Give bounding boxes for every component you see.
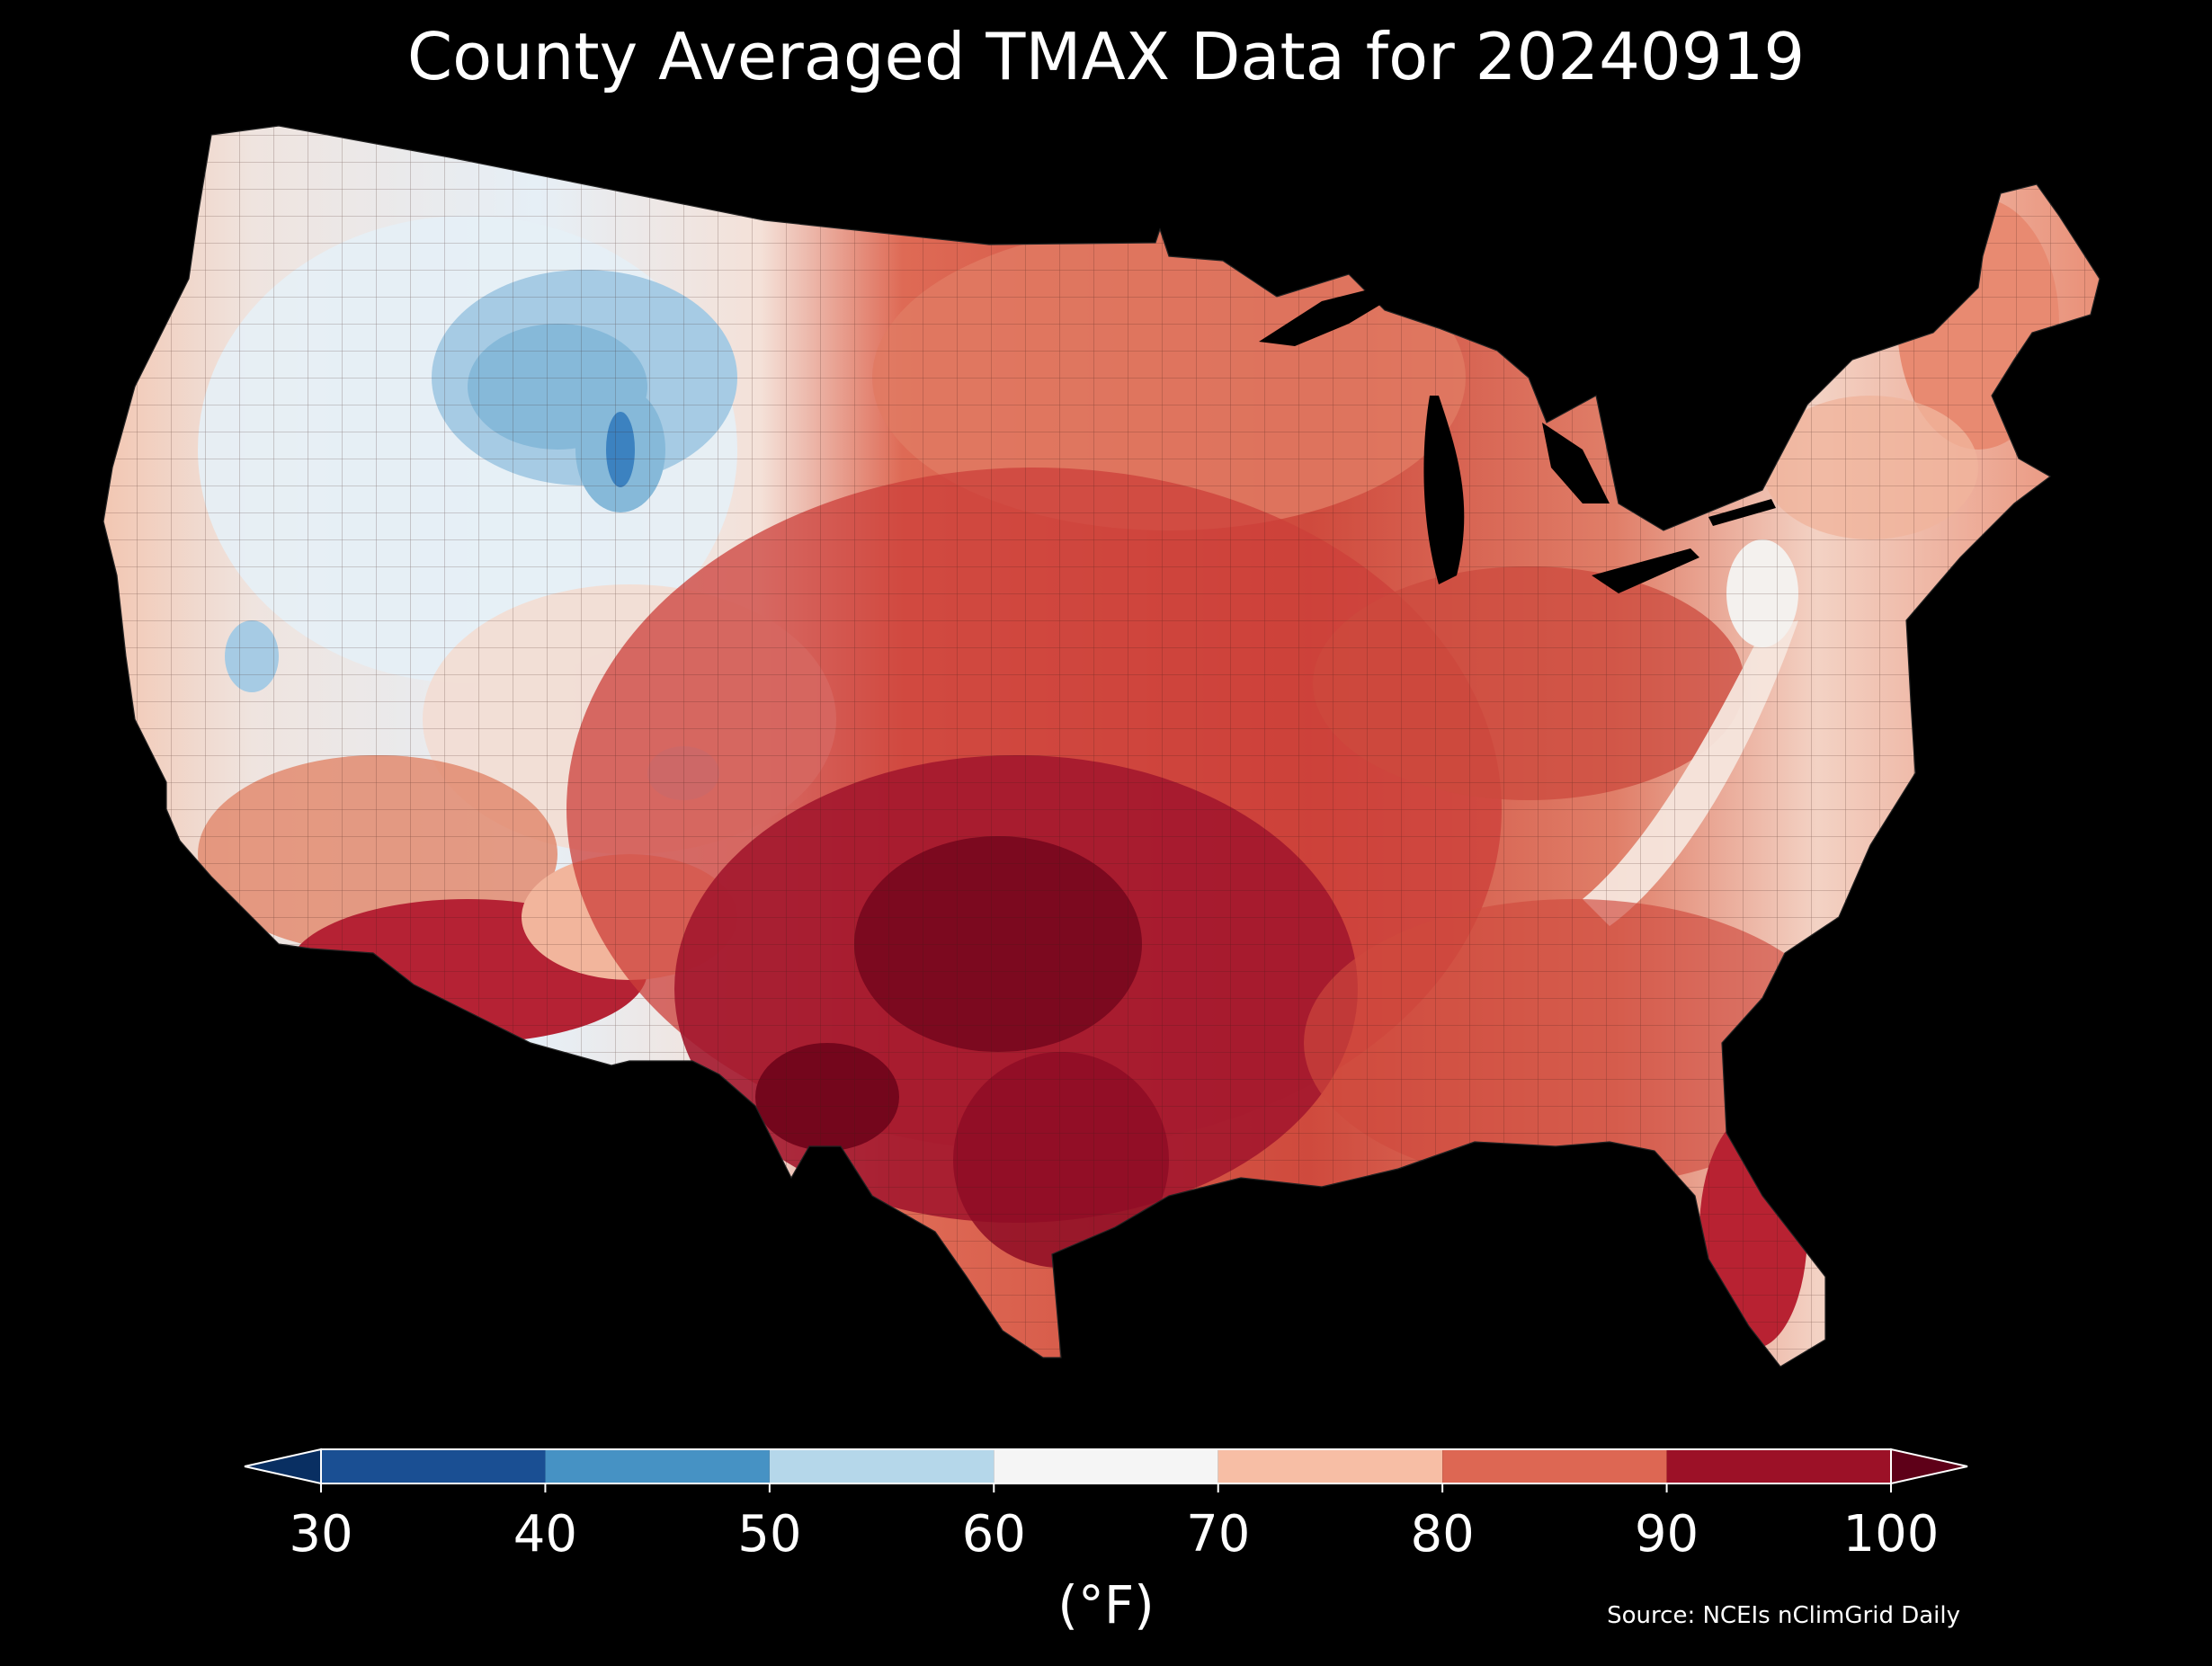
colorbar-bin-40-50: [545, 1449, 770, 1483]
great-lakes: [1259, 288, 1776, 593]
colorbar-tick-label-70: 70: [1186, 1505, 1251, 1564]
source-note: Source: NCEIs nClimGrid Daily: [1607, 1602, 1960, 1629]
colorbar-over-extend: [1890, 1448, 1968, 1485]
colorbar-bin-60-70: [994, 1449, 1218, 1483]
colorbar-bin-50-60: [769, 1449, 995, 1483]
colorbar-frame: [320, 1448, 1892, 1484]
colorbar-label: (°F): [1057, 1574, 1155, 1635]
map-title: County Averaged TMAX Data for 20240919: [406, 19, 1806, 94]
colorbar-under-extend: [244, 1448, 322, 1485]
colorbar-tick-label-40: 40: [513, 1505, 578, 1564]
colorbar-bin-30-40: [321, 1449, 546, 1483]
colorbar: [244, 1448, 1968, 1492]
colorbar-tick-label-50: 50: [737, 1505, 802, 1564]
colorbar-bin-90-100: [1666, 1449, 1891, 1483]
colorbar-tick-label-100: 100: [1842, 1505, 1940, 1564]
colorbar-tick-label-90: 90: [1634, 1505, 1699, 1564]
colorbar-bin-80-90: [1442, 1449, 1667, 1483]
colorbar-tick-label-60: 60: [961, 1505, 1026, 1564]
county-fill-layer: [103, 126, 2100, 1367]
colorbar-tick-label-80: 80: [1410, 1505, 1475, 1564]
colorbar-tick-label-30: 30: [289, 1505, 353, 1564]
colorbar-bin-70-80: [1217, 1449, 1443, 1483]
